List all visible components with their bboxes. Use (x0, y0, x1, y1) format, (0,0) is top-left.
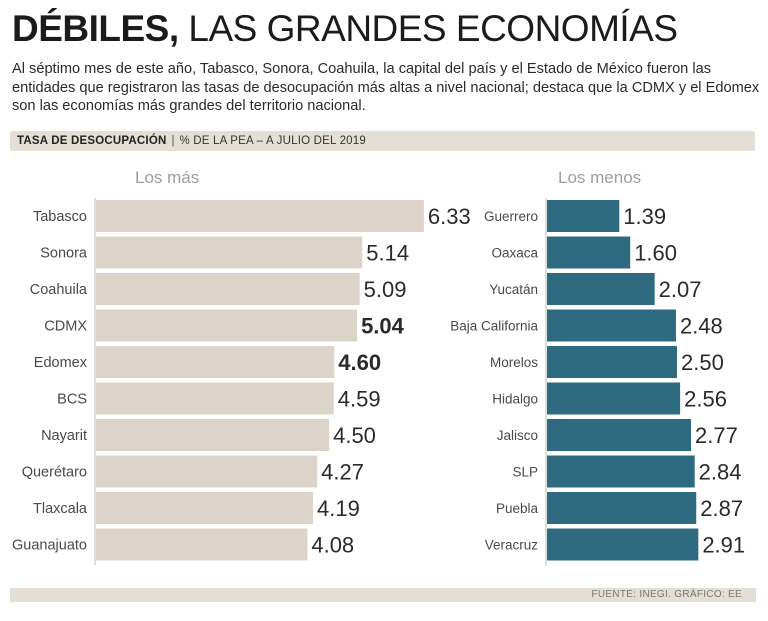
value-label-menos-5: 2.56 (684, 387, 727, 412)
subtitle: Al séptimo mes de este año, Tabasco, Son… (12, 61, 760, 114)
category-label-menos-1: Oaxaca (491, 246, 538, 261)
category-label-mas-7: Querétaro (22, 465, 87, 481)
bar-mas-4 (96, 346, 335, 378)
value-label-mas-5: 4.59 (338, 387, 381, 412)
bar-mas-9 (96, 528, 308, 561)
page-title: DÉBILES, LAS GRANDES ECONOMÍAS (12, 8, 678, 50)
value-label-mas-1: 5.14 (366, 241, 409, 266)
bar-menos-4 (547, 346, 677, 378)
category-label-mas-9: Guanajuato (12, 538, 87, 554)
category-label-menos-9: Veracruz (485, 538, 539, 553)
bar-mas-1 (96, 236, 363, 269)
bar-mas-2 (96, 273, 360, 305)
category-label-mas-8: Tlaxcala (33, 501, 88, 517)
title-bold: DÉBILES, (12, 8, 179, 49)
category-label-menos-4: Morelos (490, 355, 538, 370)
category-label-menos-8: Puebla (496, 501, 539, 516)
category-label-menos-7: SLP (512, 465, 538, 480)
measure-bar: TASA DE DESOCUPACIÓN | % DE LA PEA – A JUL… (10, 131, 755, 151)
bar-menos-8 (547, 492, 697, 524)
value-label-menos-7: 2.84 (699, 460, 742, 485)
value-label-mas-4: 4.60 (338, 350, 381, 375)
value-label-menos-6: 2.77 (695, 423, 738, 448)
value-label-mas-6: 4.50 (333, 423, 376, 448)
value-label-menos-9: 2.91 (702, 533, 745, 558)
value-label-mas-8: 4.19 (317, 496, 360, 521)
value-label-menos-4: 2.50 (681, 350, 724, 375)
category-label-menos-2: Yucatán (489, 282, 538, 297)
bar-mas-6 (96, 419, 330, 451)
measure-unit: % DE LA PEA – A JULIO DEL 2019 (179, 135, 366, 147)
value-label-menos-8: 2.87 (700, 496, 743, 521)
category-label-menos-0: Guerrero (484, 209, 538, 224)
bar-menos-1 (547, 236, 631, 269)
value-label-menos-1: 1.60 (634, 241, 677, 266)
value-label-mas-7: 4.27 (321, 460, 364, 485)
value-label-mas-3: 5.04 (361, 314, 405, 339)
category-label-mas-3: CDMX (44, 319, 87, 335)
category-label-mas-1: Sonora (40, 246, 88, 262)
bar-menos-3 (547, 309, 676, 342)
measure-label: TASA DE DESOCUPACIÓN (17, 135, 167, 147)
bar-mas-7 (96, 455, 318, 488)
value-label-mas-0: 6.33 (428, 204, 471, 229)
category-label-mas-0: Tabasco (33, 209, 87, 225)
panel-title-menos: Los menos (558, 168, 641, 187)
bar-menos-9 (547, 528, 699, 561)
category-label-menos-6: Jalisco (497, 428, 538, 443)
panel-title-mas: Los más (135, 168, 199, 187)
bar-menos-0 (547, 200, 620, 232)
value-label-menos-2: 2.07 (659, 277, 702, 302)
bar-mas-5 (96, 382, 334, 415)
category-label-mas-6: Nayarit (41, 428, 87, 444)
bar-mas-3 (96, 309, 358, 342)
bar-menos-2 (547, 273, 655, 305)
title-light: LAS GRANDES ECONOMÍAS (188, 8, 678, 49)
category-label-menos-3: Baja California (450, 319, 538, 334)
value-label-mas-2: 5.09 (364, 277, 407, 302)
category-label-mas-5: BCS (57, 392, 87, 408)
source-bar: FUENTE: INEGI. GRÁFICO: EE (10, 588, 756, 602)
value-label-mas-9: 4.08 (311, 533, 354, 558)
category-label-menos-5: Hidalgo (492, 392, 538, 407)
bar-menos-6 (547, 419, 692, 451)
category-label-mas-4: Edomex (34, 355, 88, 371)
value-label-menos-3: 2.48 (680, 314, 723, 339)
source-text: FUENTE: INEGI. GRÁFICO: EE (591, 589, 742, 600)
value-label-menos-0: 1.39 (623, 204, 666, 229)
category-label-mas-2: Coahuila (30, 282, 88, 298)
measure-separator: | (171, 135, 175, 147)
bar-menos-7 (547, 455, 695, 488)
bar-mas-0 (96, 200, 424, 232)
bar-mas-8 (96, 492, 314, 524)
bar-menos-5 (547, 382, 681, 415)
